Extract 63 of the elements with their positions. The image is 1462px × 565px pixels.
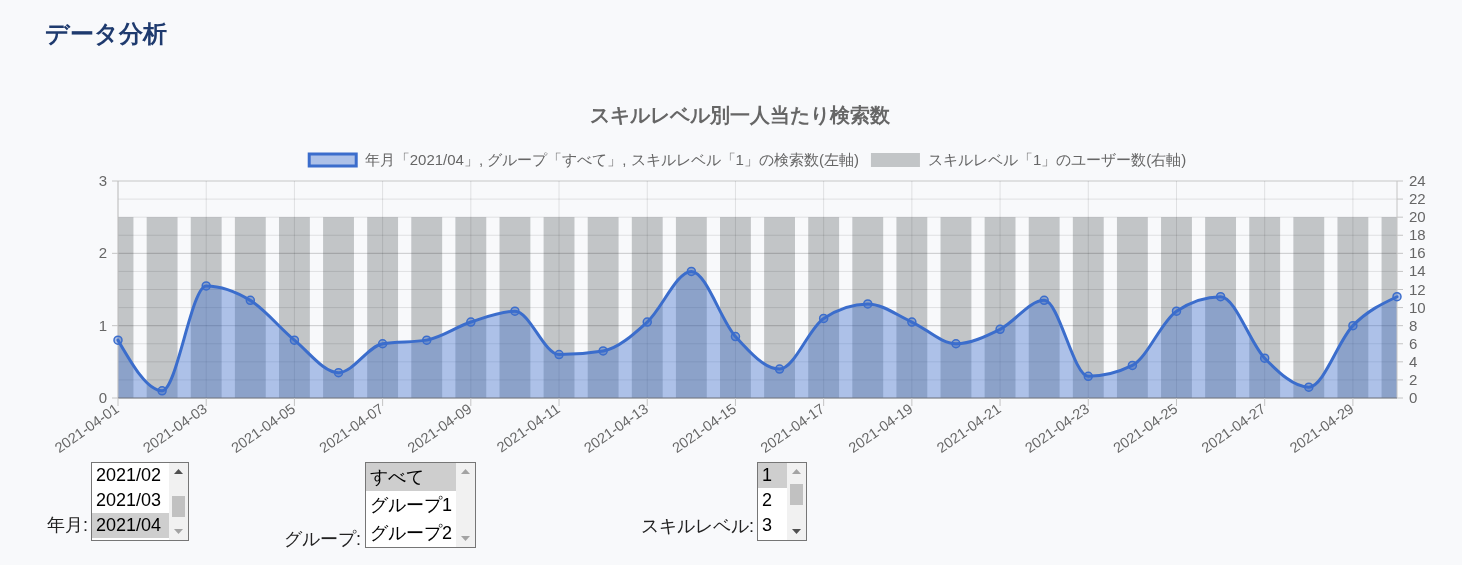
point [907, 317, 917, 327]
point [1215, 291, 1226, 302]
point [818, 313, 829, 324]
option-selected: 1 [758, 463, 787, 488]
point [157, 386, 167, 396]
point [1392, 291, 1402, 302]
y2-tick-label: 20 [1409, 208, 1426, 226]
y2-tick-label: 8 [1409, 316, 1418, 334]
point [730, 331, 741, 342]
point [642, 317, 652, 327]
point [863, 299, 873, 309]
y-tick-label: 1 [98, 316, 107, 334]
option: 3 [758, 513, 787, 538]
text: スキルレベル: [640, 516, 754, 536]
point [1304, 382, 1314, 392]
point [1127, 360, 1138, 371]
point [1083, 371, 1094, 382]
point [377, 339, 388, 349]
point [1039, 295, 1049, 306]
point [1348, 320, 1358, 331]
point [201, 281, 211, 291]
point [466, 317, 476, 327]
y2-tick-label: 4 [1409, 352, 1418, 370]
option: グループ1 [366, 491, 456, 519]
option: 2021/02 [92, 463, 169, 488]
point [113, 335, 123, 345]
point [1171, 306, 1182, 316]
point [333, 367, 344, 378]
point [598, 346, 608, 356]
text: グループ: [283, 529, 361, 549]
y2-tick-label: 12 [1409, 280, 1426, 298]
point [554, 349, 564, 360]
point [774, 364, 785, 374]
point [1259, 353, 1270, 363]
legend-label: スキルレベル「1」のユーザー数(右軸) [927, 151, 1187, 168]
point [686, 266, 697, 277]
point [421, 335, 432, 345]
point [289, 335, 300, 345]
y2-tick-label: 0 [1409, 389, 1418, 406]
y2-tick-label: 14 [1409, 262, 1426, 280]
option-selected: すべて [366, 463, 456, 491]
y-tick-label: 3 [98, 172, 107, 189]
option: 2021/03 [92, 488, 169, 513]
point [245, 295, 256, 306]
chart-title: データ分析 [45, 20, 167, 47]
text: 年月: [46, 515, 88, 535]
option: 2 [758, 488, 787, 513]
y2-tick-label: 6 [1409, 334, 1418, 352]
point [510, 306, 520, 316]
y2-tick-label: 2 [1409, 370, 1418, 388]
point [995, 324, 1005, 335]
point [951, 339, 961, 349]
y2-tick-label: 18 [1409, 226, 1426, 244]
option-selected: 2021/04 [92, 513, 169, 538]
option: グループ2 [366, 519, 456, 547]
y-tick-label: 0 [98, 389, 107, 406]
legend-label: 年月「2021/04」, グループ「すべて」, スキルレベル「1」の検索数(左軸) [364, 151, 859, 168]
y2-tick-label: 10 [1409, 298, 1426, 316]
y2-tick-label: 22 [1409, 190, 1426, 208]
y2-tick-label: 16 [1409, 244, 1426, 262]
chart-subtitle: スキルレベル別一人当たり検索数 [590, 104, 891, 126]
y-tick-label: 2 [98, 244, 107, 262]
y2-tick-label: 24 [1409, 172, 1426, 189]
